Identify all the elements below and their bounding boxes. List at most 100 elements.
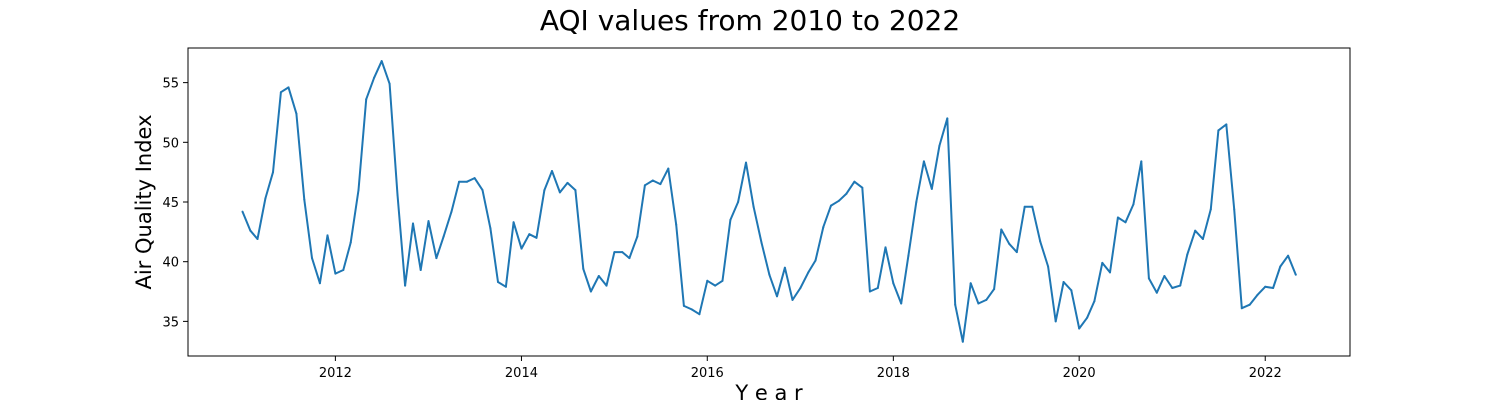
data-point [861, 186, 864, 189]
data-point [373, 76, 376, 79]
data-point [520, 247, 523, 250]
data-point [1217, 129, 1220, 132]
data-point [783, 266, 786, 269]
data-point [946, 117, 949, 120]
data-point [892, 282, 895, 285]
y-tick-label: 50 [162, 136, 179, 151]
data-point [396, 193, 399, 196]
data-point [249, 229, 252, 232]
data-point [1272, 287, 1275, 289]
data-point [706, 279, 709, 282]
x-axis: 2012 2014 2016 2018 2020 2022 [319, 356, 1282, 381]
data-point [651, 179, 654, 182]
data-point [388, 82, 391, 85]
y-tick-label: 35 [162, 315, 179, 330]
data-point [1015, 251, 1018, 254]
data-point [272, 171, 274, 174]
data-point [1163, 275, 1166, 277]
data-point [558, 191, 561, 194]
data-point [342, 269, 345, 271]
data-point [442, 235, 445, 238]
data-points [241, 60, 1297, 343]
data-point [938, 144, 941, 147]
data-point [714, 284, 717, 287]
data-point [752, 205, 755, 208]
data-point [349, 241, 352, 244]
y-tick-label: 55 [162, 77, 179, 92]
x-axis-label: Y e a r [734, 381, 803, 400]
data-point [380, 60, 383, 63]
aqi-series-line [241, 60, 1297, 343]
data-point [1155, 291, 1158, 294]
data-point [497, 281, 499, 283]
data-point [1209, 208, 1212, 211]
x-tick-label: 2014 [505, 366, 538, 381]
data-point [1248, 303, 1251, 306]
data-point [690, 308, 693, 311]
data-point [473, 177, 476, 180]
data-point [791, 298, 794, 301]
data-point [760, 241, 763, 244]
data-point [1070, 289, 1073, 292]
data-point [512, 221, 515, 224]
data-point [1287, 254, 1290, 257]
data-point [915, 201, 918, 203]
x-tick-label: 2018 [877, 366, 910, 381]
y-axis-label: Air Quality Index [132, 114, 156, 289]
data-point [636, 235, 639, 238]
data-point [613, 251, 616, 254]
data-point [745, 161, 747, 164]
data-point [481, 189, 484, 192]
data-point [698, 313, 701, 316]
data-point [1101, 261, 1104, 264]
y-tick-label: 40 [162, 256, 179, 271]
y-axis: 35 40 45 50 55 [162, 77, 188, 330]
data-point [675, 223, 678, 226]
data-point [969, 282, 972, 285]
data-point [907, 254, 910, 257]
data-point [287, 86, 290, 89]
data-point [1147, 277, 1150, 280]
data-point [535, 236, 538, 239]
data-point [1116, 216, 1119, 219]
data-point [1194, 229, 1197, 232]
data-point [1086, 316, 1089, 319]
data-point [1039, 240, 1042, 243]
data-point [427, 220, 430, 223]
data-point [1078, 327, 1081, 330]
data-point [419, 269, 422, 271]
data-point [1186, 253, 1189, 256]
data-point [807, 271, 810, 274]
data-point [566, 181, 569, 184]
data-point [582, 267, 585, 270]
data-point [830, 204, 832, 207]
data-point [450, 210, 453, 213]
data-point [985, 298, 988, 301]
data-point [1256, 294, 1259, 297]
data-point [961, 340, 964, 343]
data-point [884, 246, 887, 249]
data-point [458, 180, 461, 183]
data-point [504, 285, 507, 288]
data-point [543, 189, 546, 192]
data-point [1023, 205, 1026, 208]
plot-area-frame [187, 47, 1351, 357]
data-point [659, 183, 662, 186]
data-point [589, 290, 592, 293]
data-point [489, 227, 492, 230]
data-point [977, 302, 980, 305]
data-point [868, 290, 871, 293]
data-point [768, 273, 771, 276]
data-point [1062, 281, 1065, 283]
data-point [837, 199, 840, 202]
data-point [721, 279, 724, 282]
data-point [1054, 320, 1057, 323]
data-point [737, 201, 740, 203]
data-point [1047, 265, 1050, 268]
x-tick-label: 2020 [1063, 366, 1096, 381]
data-point [256, 238, 259, 240]
data-point [876, 287, 879, 289]
data-point [729, 218, 732, 221]
data-point [279, 91, 282, 94]
